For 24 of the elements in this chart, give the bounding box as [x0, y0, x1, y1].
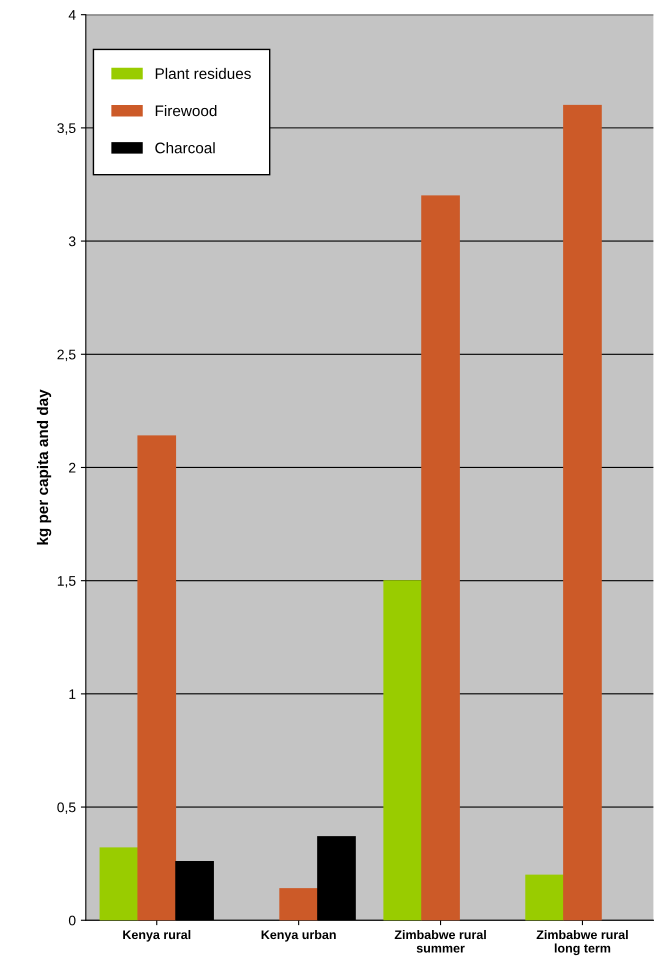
bar [563, 104, 602, 920]
legend-label: Charcoal [155, 142, 215, 154]
bar [137, 435, 176, 920]
y-axis-title: kg per capita and day [36, 389, 52, 545]
bar [421, 195, 460, 920]
y-tick-label: 0 [68, 916, 76, 926]
y-tick-label: 1 [69, 689, 76, 699]
y-tick-label: 2,5 [57, 350, 76, 362]
legend-label: Firewood [156, 104, 216, 116]
y-tick-label: 0,5 [57, 802, 76, 814]
bar [383, 580, 422, 920]
y-tick-label: 2 [69, 462, 76, 473]
x-tick-label: Kenya urban [262, 930, 336, 942]
legend-label: Plant residues [156, 68, 251, 80]
y-tick-label: 1,5 [58, 576, 76, 588]
x-tick-label: Zimbabwe rural summer [394, 930, 486, 953]
bar [100, 847, 138, 920]
x-tick-label: Kenya rural [123, 930, 190, 942]
y-tick-label: 3,5 [57, 123, 76, 135]
bar [279, 888, 318, 920]
y-tick-label: 4 [68, 10, 76, 20]
bar [525, 874, 564, 920]
y-tick-label: 3 [68, 236, 76, 246]
x-tick-label: Zimbabwe rural long term [536, 930, 628, 956]
